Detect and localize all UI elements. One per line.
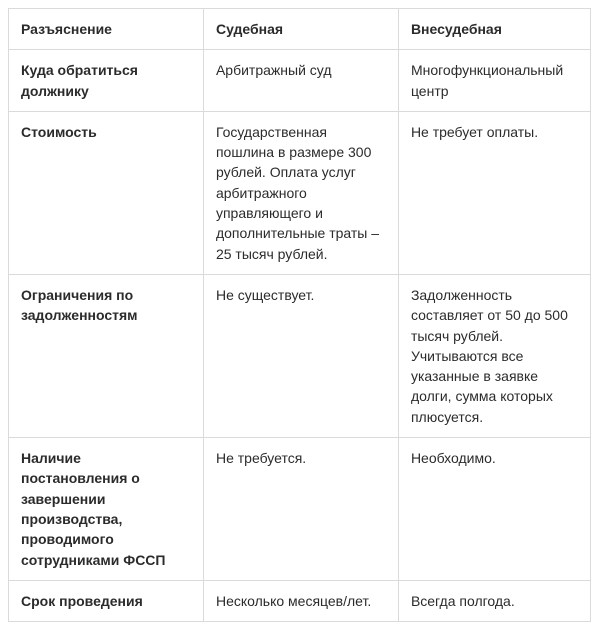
table-row: Ограничения по задолженностям Не существ…	[9, 274, 591, 437]
header-col-0: Разъяснение	[9, 9, 204, 50]
table-row: Срок проведения Несколько месяцев/лет. В…	[9, 580, 591, 621]
row-label: Срок проведения	[9, 580, 204, 621]
header-col-2: Внесудебная	[398, 9, 590, 50]
row-cell: Многофункциональный центр	[398, 50, 590, 112]
table-row: Стоимость Государственная пошлина в разм…	[9, 111, 591, 274]
row-cell: Не требует оплаты.	[398, 111, 590, 274]
comparison-table: Разъяснение Судебная Внесудебная Куда об…	[8, 8, 591, 622]
row-cell: Задолженность составляет от 50 до 500 ты…	[398, 274, 590, 437]
header-col-1: Судебная	[203, 9, 398, 50]
table-header-row: Разъяснение Судебная Внесудебная	[9, 9, 591, 50]
row-label: Стоимость	[9, 111, 204, 274]
row-label: Куда обратиться должнику	[9, 50, 204, 112]
row-cell: Арбитражный суд	[203, 50, 398, 112]
table-row: Куда обратиться должнику Арбитражный суд…	[9, 50, 591, 112]
row-cell: Всегда полгода.	[398, 580, 590, 621]
row-cell: Несколько месяцев/лет.	[203, 580, 398, 621]
row-cell: Государственная пошлина в размере 300 ру…	[203, 111, 398, 274]
row-cell: Не существует.	[203, 274, 398, 437]
row-label: Ограничения по задолженностям	[9, 274, 204, 437]
table-row: Наличие постановления о завершении произ…	[9, 438, 591, 581]
row-label: Наличие постановления о завершении произ…	[9, 438, 204, 581]
row-cell: Необходимо.	[398, 438, 590, 581]
row-cell: Не требуется.	[203, 438, 398, 581]
